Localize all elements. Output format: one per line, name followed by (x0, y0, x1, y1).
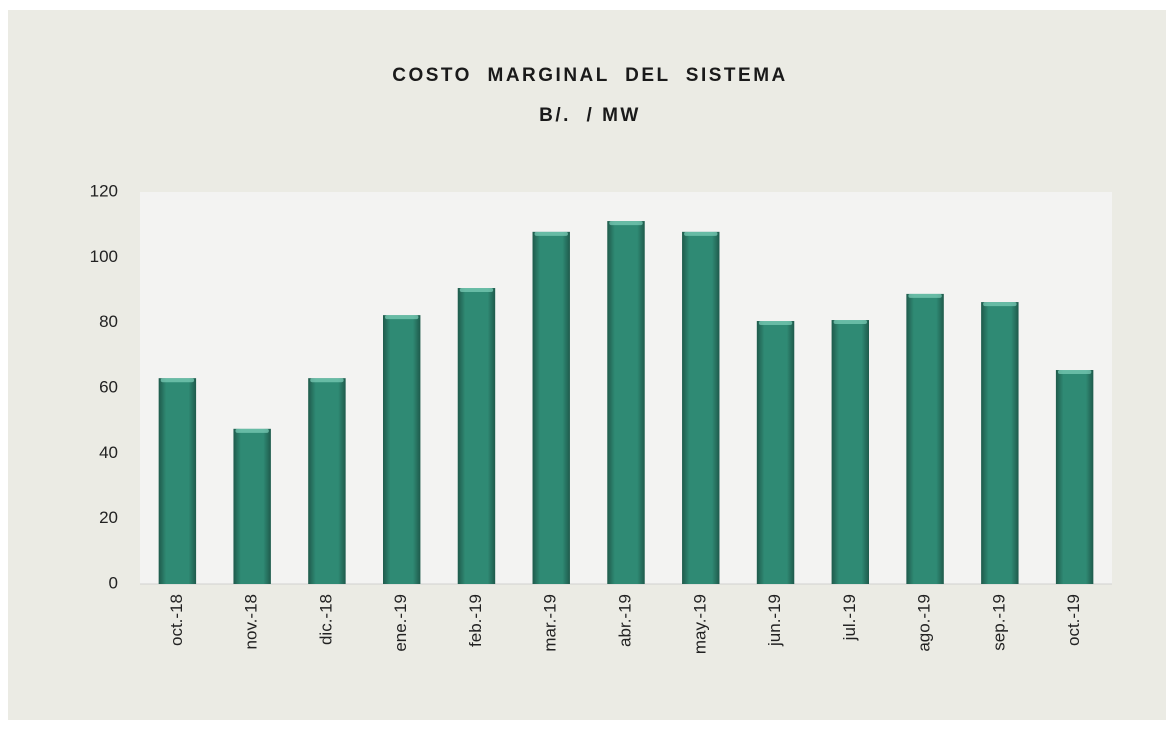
bar-shade (1055, 370, 1094, 584)
bar-cap (534, 231, 568, 236)
x-tick-label: oct.-19 (1064, 594, 1083, 646)
bar-cap (908, 293, 942, 298)
y-tick-label: 100 (90, 247, 118, 266)
y-tick-label: 80 (99, 312, 118, 331)
bar-cap (758, 321, 793, 326)
chart-subtitle: B/. / MW (539, 105, 641, 126)
bar-shade (308, 378, 346, 584)
chart-title: COSTO MARGINAL DEL SISTEMA (392, 65, 788, 86)
x-tick-label: nov.-18 (242, 594, 261, 649)
bar-cap (310, 378, 344, 383)
x-tick-label: ago.-19 (915, 594, 934, 652)
y-tick-label: 40 (99, 443, 118, 462)
x-tick-label: mar.-19 (541, 594, 560, 652)
y-tick-label: 60 (99, 377, 118, 396)
bar-cap (385, 315, 419, 320)
bar-cap (983, 302, 1017, 307)
x-tick-label: oct.-18 (167, 594, 186, 646)
bar-shade (383, 315, 421, 584)
x-tick-label: may.-19 (690, 594, 709, 654)
bar-cap (684, 231, 718, 236)
bar-shade (756, 321, 795, 584)
bar-shade (457, 288, 496, 584)
bar-shade (158, 378, 197, 584)
x-tick-label: dic.-18 (316, 594, 335, 645)
x-tick-label: jul.-19 (840, 594, 859, 641)
x-tick-label: jun.-19 (765, 594, 784, 647)
bar-shade (233, 428, 271, 584)
bar-shade (906, 293, 944, 584)
bar-cap (235, 428, 269, 433)
bar-shade (682, 231, 720, 584)
x-tick-label: feb.-19 (466, 594, 485, 647)
bar-cap (459, 288, 494, 293)
bar-shade (981, 302, 1019, 584)
x-tick-label: sep.-19 (989, 594, 1008, 651)
bar-cap (160, 378, 195, 383)
x-tick-label: ene.-19 (391, 594, 410, 652)
y-tick-label: 120 (90, 181, 118, 200)
y-tick-label: 0 (109, 573, 118, 592)
x-tick-label: abr.-19 (615, 594, 634, 647)
bar-cap (1057, 370, 1092, 375)
bar-cap (609, 221, 643, 226)
bar-cap (833, 320, 867, 325)
y-tick-label: 20 (99, 508, 118, 527)
bar-shade (831, 320, 869, 584)
bar-shade (532, 231, 570, 584)
bar-shade (607, 221, 645, 584)
